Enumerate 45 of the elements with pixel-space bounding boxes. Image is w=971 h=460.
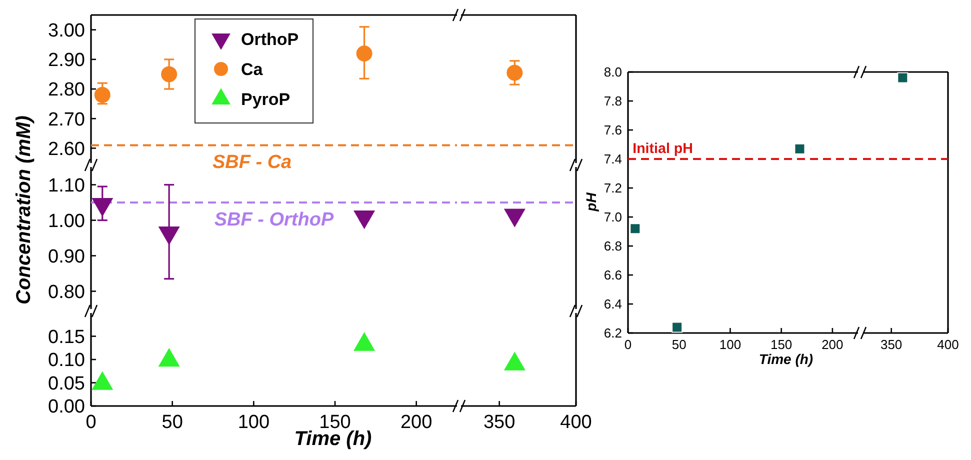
y-axis-title: pH bbox=[583, 192, 599, 212]
y-tick-label: 7.8 bbox=[604, 94, 622, 109]
y-tick-label: 3.00 bbox=[48, 20, 85, 42]
x-tick-label: 50 bbox=[672, 337, 686, 352]
y-tick-label: 7.2 bbox=[604, 180, 622, 196]
ref-line-label: SBF - OrthoP bbox=[214, 210, 334, 230]
y-tick-label: 0.15 bbox=[48, 326, 85, 348]
y-tick-label: 2.60 bbox=[48, 138, 85, 160]
y-tick-label: 6.2 bbox=[604, 326, 622, 341]
y-tick-label: 2.90 bbox=[48, 50, 85, 72]
x-tick-label: 400 bbox=[937, 337, 959, 352]
legend-label: Ca bbox=[241, 60, 264, 79]
y-tick-label: 0.90 bbox=[48, 246, 85, 268]
x-axis-title: Time (h) bbox=[758, 351, 814, 367]
x-tick-label: 350 bbox=[483, 412, 516, 433]
y-axis-title: Concentration (mM) bbox=[13, 115, 35, 304]
y-tick-label: 7.6 bbox=[604, 122, 622, 138]
y-tick-label: 8.0 bbox=[604, 64, 622, 80]
y-tick-label: 0.05 bbox=[48, 373, 85, 394]
x-tick-label: 400 bbox=[560, 412, 592, 433]
y-tick-label: 0.00 bbox=[48, 396, 85, 418]
x-tick-label: 100 bbox=[719, 337, 742, 352]
legend-label: PyroP bbox=[241, 90, 290, 109]
y-tick-label: 1.10 bbox=[48, 175, 85, 196]
x-tick-label: 100 bbox=[238, 412, 270, 433]
y-tick-label: 2.70 bbox=[48, 109, 85, 130]
ref-line-label: SBF - Ca bbox=[212, 152, 292, 174]
x-tick-label: 0 bbox=[86, 412, 96, 433]
x-tick-label: 50 bbox=[162, 412, 183, 433]
y-tick-label: 7.4 bbox=[604, 152, 622, 167]
x-tick-label: 0 bbox=[624, 337, 632, 352]
x-tick-label: 150 bbox=[770, 337, 792, 352]
y-tick-label: 7.0 bbox=[604, 210, 622, 225]
y-tick-label: 6.4 bbox=[604, 296, 622, 312]
y-tick-label: 1.00 bbox=[48, 210, 85, 232]
legend-label: OrthoP bbox=[241, 30, 299, 49]
ref-line-label: Initial pH bbox=[632, 141, 693, 157]
x-tick-label: 200 bbox=[822, 337, 844, 352]
x-tick-label: 200 bbox=[400, 412, 432, 433]
y-tick-label: 6.6 bbox=[604, 268, 622, 283]
y-tick-label: 2.80 bbox=[48, 80, 85, 101]
y-tick-label: 0.10 bbox=[48, 350, 85, 372]
x-tick-label: 350 bbox=[880, 337, 902, 352]
y-tick-label: 6.8 bbox=[604, 238, 622, 254]
y-tick-label: 0.80 bbox=[48, 282, 85, 303]
